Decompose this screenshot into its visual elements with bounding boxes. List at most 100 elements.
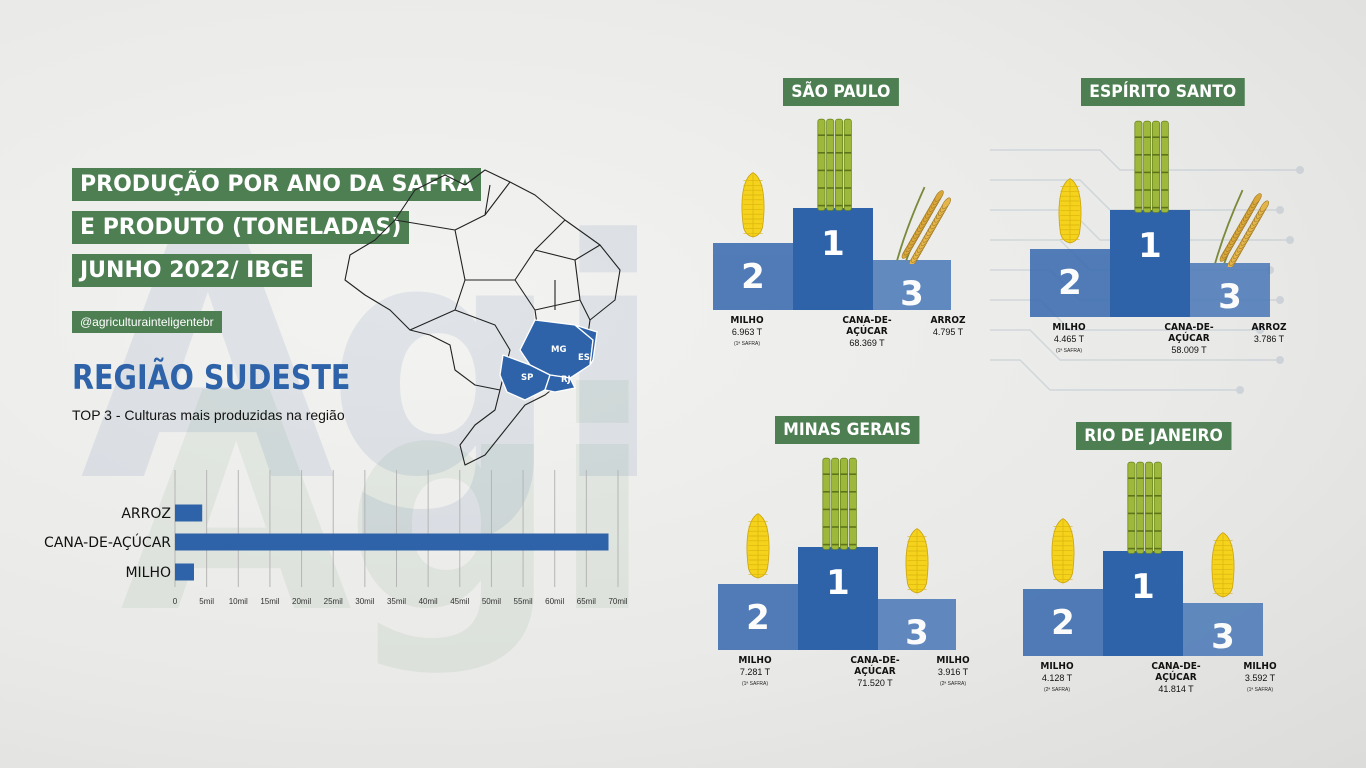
rank-number: 2 — [746, 598, 770, 638]
x-tick-label: 60mil — [545, 597, 564, 606]
podium-block-rank-2: 2 — [1030, 249, 1110, 317]
x-tick-label: 35mil — [387, 597, 406, 606]
podium-block-rank-3: 3 — [878, 599, 956, 653]
crop-safra: (1ª SAFRA) — [1055, 348, 1083, 354]
crop-safra: (1ª SAFRA) — [733, 341, 761, 347]
crop-name: MILHO — [1243, 661, 1277, 672]
rice-icon — [896, 186, 951, 264]
crop-label: ARROZ 3.786 T — [1224, 322, 1314, 344]
crop-label: MILHO 4.465 T (1ª SAFRA) — [1024, 322, 1114, 354]
corn-icon — [1051, 518, 1075, 585]
rice-icon — [1214, 189, 1269, 267]
map-outline — [344, 169, 621, 466]
map-label-es: ES — [578, 353, 590, 363]
crop-name: CANA-DE-AÇÚCAR — [1164, 322, 1214, 344]
crop-name: ARROZ — [930, 315, 966, 326]
regional-bar-chart: 0 5mil 10mil 15mil 20mil 25mil 30mil 35mil 40mil… — [44, 470, 628, 606]
map-state-sp — [499, 354, 551, 401]
podium-block-rank-3: 3 — [1183, 603, 1263, 657]
corn-icon — [741, 172, 765, 239]
x-tick-label: 70mil — [608, 597, 627, 606]
crop-value: 3.786 T — [1253, 334, 1285, 344]
x-tick-label: 15mil — [260, 597, 279, 606]
title-line-3: JUNHO 2022/ IBGE — [72, 254, 313, 287]
crop-label: MILHO 3.592 T (1ª SAFRA) — [1215, 661, 1305, 693]
state-title: MINAS GERAIS — [775, 416, 920, 444]
x-tick-label: 65mil — [577, 597, 596, 606]
rank-number: 3 — [1218, 277, 1242, 317]
region-title: REGIÃO SUDESTE — [72, 358, 351, 398]
crop-name: MILHO — [936, 655, 970, 666]
crop-value: 4.795 T — [932, 327, 964, 337]
corn-icon — [905, 528, 929, 595]
x-tick-label: 50mil — [482, 597, 501, 606]
crop-name: CANA-DE-AÇÚCAR — [1151, 661, 1201, 683]
bar — [175, 504, 203, 522]
crop-value: 3.916 T — [937, 667, 969, 677]
rank-number: 1 — [821, 224, 845, 264]
crop-label: ARROZ 4.795 T — [903, 315, 993, 337]
crop-name: MILHO — [1040, 661, 1074, 672]
rank-number: 2 — [741, 257, 765, 297]
sugarcane-icon — [1127, 461, 1162, 554]
bar — [175, 533, 609, 551]
map-label-sp: SP — [521, 373, 533, 383]
crop-name: CANA-DE-AÇÚCAR — [850, 655, 900, 677]
podium: 2 MILHO 6.963 T (1ª SAFRA) 1 CANA-DE-AÇÚCAR 68… — [713, 78, 973, 398]
y-category-label: CANA-DE-AÇÚCAR — [44, 533, 171, 551]
crop-label: CANA-DE-AÇÚCAR 71.520 T — [830, 655, 920, 688]
crop-value: 58.009 T — [1171, 345, 1207, 355]
map-label-rj: RJ — [561, 375, 571, 385]
rank-number: 1 — [826, 563, 850, 603]
x-tick-label: 20mil — [292, 597, 311, 606]
rank-number: 3 — [900, 274, 924, 314]
x-tick-label: 25mil — [324, 597, 343, 606]
corn-icon — [1211, 532, 1235, 599]
podium-block-rank-2: 2 — [718, 584, 798, 650]
crop-value: 68.369 T — [849, 338, 885, 348]
crop-safra: (2ª SAFRA) — [1043, 687, 1071, 693]
crop-value: 6.963 T — [731, 327, 763, 337]
x-tick-label: 30mil — [355, 597, 374, 606]
crop-safra: (2ª SAFRA) — [939, 681, 967, 687]
crop-name: MILHO — [738, 655, 772, 666]
title-line-2: E PRODUTO (TONELADAS) — [72, 211, 410, 244]
crop-value: 41.814 T — [1158, 684, 1194, 694]
crop-value: 4.465 T — [1053, 334, 1085, 344]
x-tick-label: 45mil — [450, 597, 469, 606]
social-handle[interactable]: @agriculturainteligentebr — [72, 311, 222, 333]
map-state-rj — [544, 374, 576, 393]
rank-number: 1 — [1138, 226, 1162, 266]
crop-label: MILHO 4.128 T (2ª SAFRA) — [1012, 661, 1102, 693]
crop-name: MILHO — [1052, 322, 1086, 333]
y-category-label: ARROZ — [121, 506, 171, 522]
podium-block-rank-1: 1 — [793, 208, 873, 310]
crop-label: CANA-DE-AÇÚCAR 41.814 T — [1131, 661, 1221, 694]
podium: 2 MILHO 4.128 T (2ª SAFRA) 1 CANA-DE-AÇÚCAR 41… — [1023, 422, 1283, 742]
podium-block-rank-3: 3 — [1190, 263, 1270, 317]
y-category-label: MILHO — [125, 565, 171, 581]
x-tick-label: 0 — [173, 597, 178, 606]
brazil-map: MG ES SP RJ — [344, 169, 621, 466]
region-subtitle: TOP 3 - Culturas mais produzidas na regi… — [72, 407, 345, 423]
rank-number: 1 — [1131, 567, 1155, 607]
crop-value: 7.281 T — [739, 667, 771, 677]
map-label-mg: MG — [551, 345, 566, 355]
x-tick-label: 55mil — [514, 597, 533, 606]
crop-name: MILHO — [730, 315, 764, 326]
corn-icon — [1058, 178, 1082, 245]
podium-block-rank-2: 2 — [713, 243, 793, 310]
crop-name: ARROZ — [1251, 322, 1287, 333]
rank-number: 3 — [905, 613, 929, 653]
crop-value: 4.128 T — [1041, 673, 1073, 683]
rank-number: 2 — [1051, 603, 1075, 643]
crop-safra: (1ª SAFRA) — [1246, 687, 1274, 693]
crop-label: MILHO 6.963 T (1ª SAFRA) — [702, 315, 792, 347]
crop-value: 3.592 T — [1244, 673, 1276, 683]
map-state-es — [574, 324, 598, 366]
crop-label: CANA-DE-AÇÚCAR 58.009 T — [1144, 322, 1234, 355]
sugarcane-icon — [817, 118, 852, 211]
rank-number: 3 — [1211, 617, 1235, 657]
sugarcane-icon — [1134, 120, 1169, 213]
podium-block-rank-1: 1 — [1110, 210, 1190, 317]
